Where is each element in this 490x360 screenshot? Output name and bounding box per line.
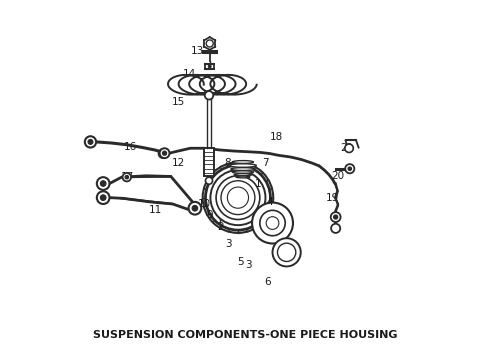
Circle shape [189,202,201,215]
Text: 16: 16 [123,142,137,152]
Circle shape [100,195,106,201]
Text: 11: 11 [148,205,162,215]
Circle shape [125,175,128,179]
Circle shape [88,139,93,144]
Circle shape [210,170,266,225]
Circle shape [345,164,354,173]
Circle shape [334,215,338,219]
Text: 5: 5 [238,257,244,267]
Circle shape [205,91,213,100]
Circle shape [159,149,168,158]
Circle shape [163,151,167,155]
Text: 1: 1 [255,179,262,189]
Ellipse shape [236,176,250,178]
Circle shape [331,212,341,222]
Text: 15: 15 [172,98,185,107]
Circle shape [208,65,211,68]
Circle shape [205,165,270,230]
Text: 13: 13 [191,46,204,56]
Text: 7: 7 [262,158,269,168]
Circle shape [85,136,96,148]
Circle shape [277,243,296,261]
Circle shape [205,177,213,184]
Text: 21: 21 [341,143,354,153]
Circle shape [97,177,110,190]
Circle shape [206,40,213,47]
Circle shape [97,191,110,204]
Ellipse shape [232,171,253,173]
Text: 18: 18 [270,132,283,142]
Text: 2: 2 [217,221,223,231]
Ellipse shape [229,164,256,167]
Polygon shape [204,148,214,176]
Text: 19: 19 [326,193,339,203]
Text: 9: 9 [206,210,213,220]
Text: 17: 17 [121,172,134,182]
Text: 6: 6 [265,276,271,287]
Text: 3: 3 [245,260,252,270]
Circle shape [227,187,248,208]
Ellipse shape [232,161,253,163]
Circle shape [345,144,353,153]
Circle shape [348,167,351,171]
Text: 8: 8 [224,158,231,168]
Ellipse shape [234,174,252,176]
Circle shape [252,203,293,243]
Text: 3: 3 [225,239,231,248]
Circle shape [160,148,170,158]
Circle shape [331,224,340,233]
Circle shape [272,238,301,266]
Circle shape [260,210,285,236]
Text: SUSPENSION COMPONENTS-ONE PIECE HOUSING: SUSPENSION COMPONENTS-ONE PIECE HOUSING [93,330,397,340]
Circle shape [100,181,106,186]
Circle shape [216,176,260,220]
Text: 10: 10 [198,199,211,209]
Text: 12: 12 [172,158,185,168]
Text: 20: 20 [331,171,344,181]
Text: 14: 14 [183,69,196,79]
Text: 4: 4 [267,197,273,207]
Circle shape [221,181,255,215]
Circle shape [122,173,131,181]
Ellipse shape [231,168,255,171]
Circle shape [192,206,198,211]
